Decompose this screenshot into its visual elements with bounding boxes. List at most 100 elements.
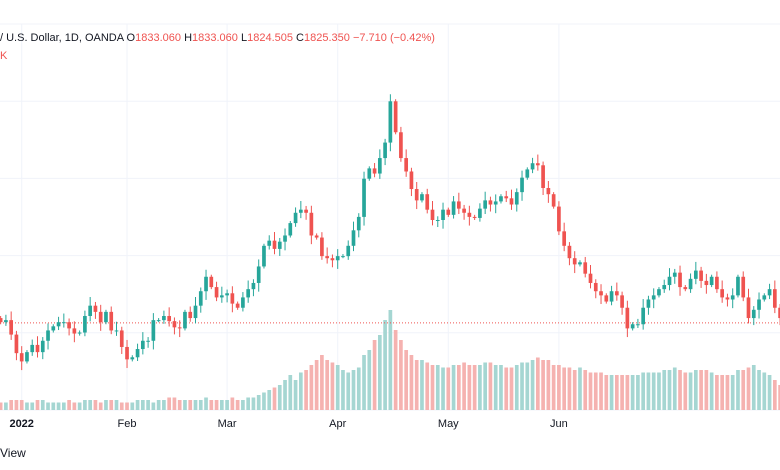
candle-body <box>225 293 229 296</box>
volume-bar <box>325 360 330 410</box>
volume-bar <box>451 365 456 410</box>
volume-bar <box>293 380 298 410</box>
candle-body <box>130 357 135 360</box>
candle-body <box>167 316 172 322</box>
candle-body <box>683 287 688 290</box>
candle-body <box>709 276 714 286</box>
candle-body <box>114 330 119 332</box>
volume-bar <box>119 402 124 410</box>
volume-bar <box>667 370 672 410</box>
volume-bar <box>309 365 314 410</box>
volume-bar <box>720 375 725 410</box>
candle-body <box>693 270 698 279</box>
candle-body <box>593 282 598 292</box>
low-label: L <box>240 32 248 44</box>
volume-bar <box>46 402 50 410</box>
candle-body <box>514 192 519 205</box>
volume-bar <box>420 360 424 410</box>
candle-body <box>641 307 646 325</box>
volume-bar <box>235 400 240 410</box>
volume-bar <box>88 400 93 410</box>
candle-body <box>235 303 240 308</box>
candle-body <box>520 177 524 193</box>
volume-bar <box>767 375 772 410</box>
candle-body <box>657 289 661 296</box>
volume-bar <box>772 380 777 410</box>
candle-body <box>204 276 208 292</box>
volume-bar <box>167 397 172 410</box>
footer-view-text[interactable]: View <box>0 446 26 460</box>
volume-bar <box>778 385 780 410</box>
x-tick-label: Apr <box>329 418 347 430</box>
volume-bar <box>693 370 698 410</box>
volume-bar <box>61 402 66 410</box>
volume-bar <box>456 365 461 410</box>
volume-bar <box>177 400 182 410</box>
volume-bar <box>478 365 482 410</box>
candle-body <box>688 278 693 290</box>
candle-body <box>30 344 35 353</box>
open-value: 1833.060 <box>135 32 181 44</box>
candle-body <box>383 142 387 159</box>
candle-body <box>478 208 482 218</box>
volume-bar <box>699 370 703 410</box>
candle-body <box>151 320 156 341</box>
candle-body <box>499 196 503 202</box>
volume-bar <box>678 370 682 410</box>
volume-bar <box>56 402 61 410</box>
candle-body <box>277 241 282 249</box>
volume-bar <box>614 375 619 410</box>
close-value: 1825.350 <box>304 32 350 44</box>
volume-bar <box>446 367 451 410</box>
volume-bar <box>298 372 303 410</box>
volume-bar <box>593 372 598 410</box>
candle-body <box>188 311 193 319</box>
candle-body <box>46 330 50 341</box>
candle-body <box>699 270 703 281</box>
candle-body <box>72 328 77 334</box>
volume-bar <box>509 367 514 410</box>
volume-bar <box>114 400 119 410</box>
candle-body <box>61 322 66 324</box>
volume-bar <box>736 370 740 410</box>
candle-body <box>367 168 372 179</box>
volume-bar <box>641 372 646 410</box>
candle-body <box>25 352 29 362</box>
volume-indicator-label: K <box>0 50 8 62</box>
candle-body <box>741 276 746 298</box>
volume-bar <box>230 397 235 410</box>
candle-body <box>356 216 361 231</box>
volume-bar <box>672 367 677 410</box>
volume-bar <box>530 360 535 410</box>
volume-bar <box>578 367 582 410</box>
candle-body <box>762 295 767 300</box>
volume-bar <box>404 350 409 410</box>
candle-body <box>451 201 456 215</box>
candle-body <box>404 158 409 172</box>
volume-bar <box>367 350 372 410</box>
candle-body <box>609 291 614 302</box>
volume-bar <box>630 375 635 410</box>
candle-body <box>704 280 709 286</box>
candle-body <box>298 209 303 213</box>
volume-bar <box>730 375 735 410</box>
volume-bar <box>662 370 667 410</box>
candle-body <box>9 320 14 335</box>
volume-bar <box>77 402 82 410</box>
candle-body <box>346 245 351 257</box>
volume-bar <box>219 400 224 410</box>
volume-bar <box>198 400 203 410</box>
candle-body <box>388 101 393 143</box>
low-value: 1824.505 <box>247 32 293 44</box>
volume-bar <box>109 400 114 410</box>
volume-bar <box>441 367 445 410</box>
candle-body <box>198 291 203 306</box>
candle-body <box>241 297 245 308</box>
volume-bar <box>4 402 8 410</box>
volume-bar <box>304 370 308 410</box>
volume-bar <box>651 372 656 410</box>
candle-body <box>67 322 71 329</box>
candle-body <box>77 332 82 334</box>
